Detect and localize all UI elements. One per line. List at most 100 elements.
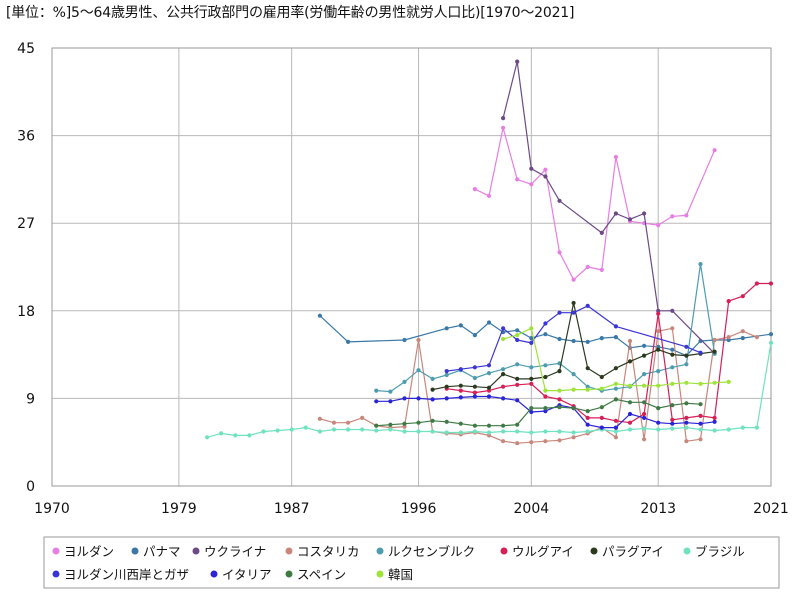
data-point [444, 430, 449, 435]
data-point [331, 427, 337, 432]
legend-label: ルクセンブルク [388, 544, 475, 559]
data-point [472, 375, 477, 381]
data-point [642, 353, 647, 358]
data-point [388, 427, 393, 432]
data-point [472, 365, 477, 370]
series-1 [317, 313, 774, 358]
data-point [557, 250, 562, 255]
data-point [642, 383, 647, 388]
data-point [444, 419, 449, 424]
data-point [289, 427, 294, 432]
data-point [515, 59, 520, 64]
data-point [768, 332, 774, 337]
data-point [698, 437, 703, 442]
data-point [472, 384, 477, 389]
legend-marker [210, 570, 218, 578]
data-point [585, 264, 590, 270]
data-point [486, 388, 492, 393]
data-point [346, 420, 351, 425]
data-point [740, 294, 745, 299]
series-11 [501, 326, 731, 393]
data-point [529, 409, 534, 415]
data-point [486, 430, 492, 435]
data-point [571, 430, 576, 435]
data-point [571, 300, 576, 306]
data-point [571, 277, 576, 282]
data-point [627, 427, 633, 432]
data-point [472, 423, 477, 428]
data-point [571, 338, 576, 344]
data-point [712, 349, 717, 354]
data-point [458, 388, 463, 393]
data-point [402, 429, 407, 434]
data-point [684, 415, 689, 420]
data-point [472, 187, 477, 192]
data-point [543, 167, 548, 172]
data-point [754, 281, 760, 286]
legend-marker [376, 547, 384, 555]
data-point [486, 433, 492, 438]
data-point [698, 413, 703, 418]
legend-label: パナマ [143, 544, 181, 559]
data-point [444, 372, 449, 378]
data-point [501, 384, 506, 389]
data-point [599, 374, 604, 380]
data-point [670, 417, 675, 422]
data-point [346, 339, 351, 344]
legend-item: 韓国 [376, 567, 413, 582]
data-point [346, 427, 351, 432]
legend-label: ヨルダン [64, 544, 114, 559]
y-tick-label: 0 [26, 479, 35, 495]
data-point [712, 415, 717, 420]
series-10 [374, 397, 703, 428]
data-point [613, 435, 619, 440]
data-point [712, 337, 717, 343]
data-point [430, 387, 435, 392]
legend-label: ヨルダン川西岸とガザ [64, 567, 189, 582]
data-point [557, 198, 562, 203]
x-tick-label: 2004 [514, 501, 550, 517]
data-point [684, 344, 689, 349]
data-point [416, 429, 421, 434]
series-line [376, 398, 701, 427]
data-point [754, 335, 760, 340]
data-point [501, 429, 506, 434]
data-point [613, 154, 619, 160]
data-point [726, 335, 731, 340]
legend-marker [131, 547, 139, 555]
data-point [627, 359, 633, 364]
data-point [430, 397, 435, 402]
data-point [205, 435, 210, 440]
data-point [486, 193, 492, 198]
data-point [585, 429, 590, 434]
legend-box [43, 536, 780, 589]
data-point [486, 363, 492, 368]
data-point [444, 384, 449, 389]
data-point [529, 326, 534, 331]
data-point [458, 323, 463, 328]
data-point [768, 340, 774, 345]
data-point [486, 394, 492, 399]
data-point [684, 439, 689, 444]
data-point [501, 372, 506, 377]
data-point [585, 384, 590, 389]
data-point [754, 425, 760, 430]
data-point [388, 399, 393, 404]
y-tick-label: 27 [17, 216, 35, 232]
data-point [557, 336, 562, 342]
data-point [585, 409, 590, 414]
data-point [233, 433, 238, 438]
data-point [585, 387, 590, 392]
data-point [529, 340, 534, 345]
data-point [670, 381, 675, 386]
data-point [684, 380, 689, 385]
data-point [684, 353, 689, 358]
data-point [472, 390, 477, 395]
data-point [613, 211, 619, 216]
data-point [374, 423, 379, 428]
data-point [557, 388, 562, 393]
data-point [726, 299, 731, 304]
legend-item: ブラジル [683, 544, 745, 559]
data-point [501, 367, 506, 372]
data-point [458, 421, 463, 426]
